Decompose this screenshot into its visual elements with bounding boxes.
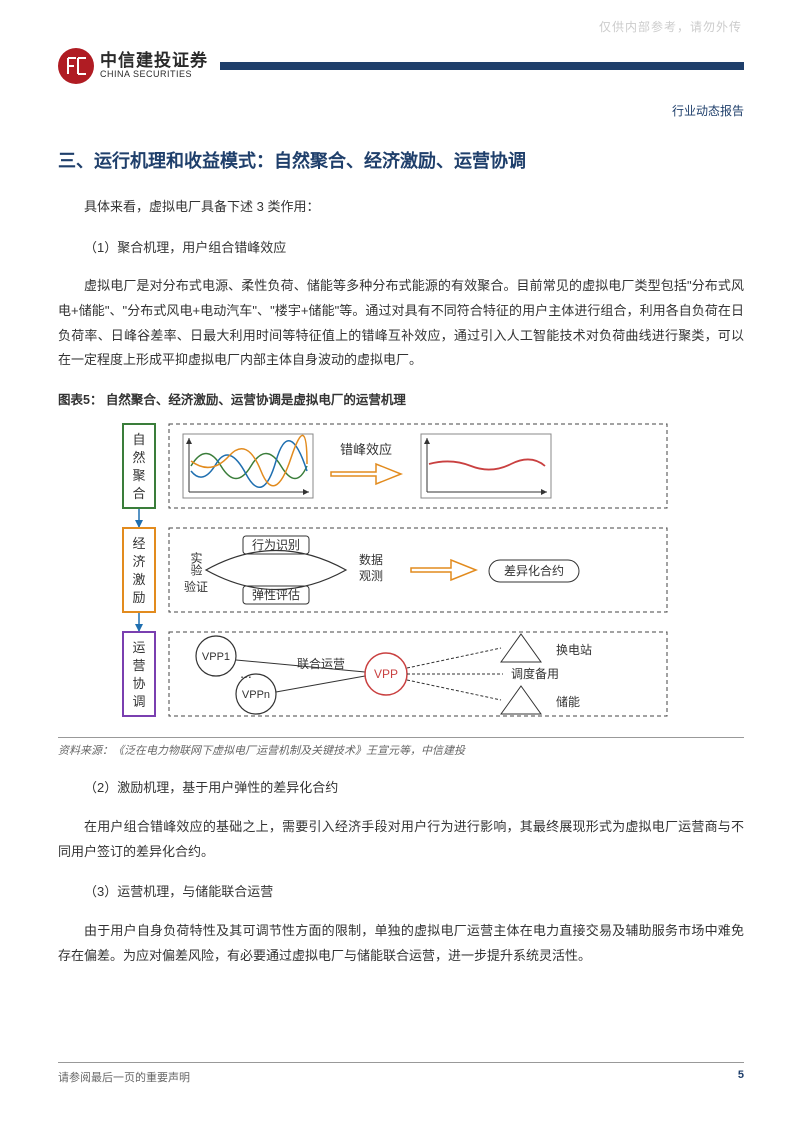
logo-text-en: CHINA SECURITIES xyxy=(100,70,208,80)
footer-disclaimer: 请参阅最后一页的重要声明 xyxy=(58,1069,190,1085)
section-title: 三、运行机理和收益模式：自然聚合、经济激励、运营协调 xyxy=(58,147,744,173)
svg-text:调: 调 xyxy=(132,694,145,709)
svg-text:励: 励 xyxy=(132,590,145,605)
svg-text:VPPn: VPPn xyxy=(242,689,270,701)
watermark: 仅供内部参考，请勿外传 xyxy=(599,18,742,35)
svg-text:联合运营: 联合运营 xyxy=(297,656,345,671)
document-type: 行业动态报告 xyxy=(58,102,744,119)
subsection-2-body: 在用户组合错峰效应的基础之上，需要引入经济手段对用户行为进行影响，其最终展现形式… xyxy=(58,815,744,864)
svg-text:营: 营 xyxy=(132,658,145,673)
company-logo: 中信建投证券 CHINA SECURITIES xyxy=(58,48,208,84)
figure-caption: 图表5： 自然聚合、经济激励、运营协调是虚拟电厂的运营机理 xyxy=(58,389,744,408)
svg-text:济: 济 xyxy=(132,554,145,569)
svg-text:弹性评估: 弹性评估 xyxy=(252,588,300,602)
figure-diagram: 自 然 聚 合 错峰效应 经 xyxy=(121,416,681,729)
page-footer: 请参阅最后一页的重要声明 5 xyxy=(58,1062,744,1085)
svg-text:行为识别: 行为识别 xyxy=(252,538,300,552)
svg-text:...: ... xyxy=(240,665,252,681)
svg-text:VPP1: VPP1 xyxy=(202,651,230,663)
svg-text:差异化合约: 差异化合约 xyxy=(504,563,564,578)
svg-text:实验: 实验 xyxy=(189,551,203,576)
subsection-1-body: 虚拟电厂是对分布式电源、柔性负荷、储能等多种分布式能源的有效聚合。目前常见的虚拟… xyxy=(58,274,744,373)
svg-text:然: 然 xyxy=(132,450,145,465)
figure-source: 资料来源：《泛在电力物联网下虚拟电厂运营机制及关键技术》王宣元等，中信建投 xyxy=(58,737,744,758)
subsection-3-body: 由于用户自身负荷特性及其可调节性方面的限制，单独的虚拟电厂运营主体在电力直接交易… xyxy=(58,919,744,968)
svg-text:调度备用: 调度备用 xyxy=(511,666,559,681)
svg-text:运: 运 xyxy=(132,640,145,655)
svg-text:合: 合 xyxy=(132,486,145,501)
svg-text:VPP: VPP xyxy=(374,667,398,681)
header: 中信建投证券 CHINA SECURITIES xyxy=(58,48,744,84)
intro-paragraph: 具体来看，虚拟电厂具备下述 3 类作用： xyxy=(58,195,744,220)
svg-text:经: 经 xyxy=(132,536,145,551)
subsection-3-title: （3）运营机理，与储能联合运营 xyxy=(58,880,744,905)
header-accent-bar xyxy=(220,62,744,70)
svg-text:激: 激 xyxy=(132,572,145,587)
page-number: 5 xyxy=(738,1069,744,1085)
svg-text:数据: 数据 xyxy=(359,552,383,567)
svg-text:聚: 聚 xyxy=(132,468,145,483)
svg-text:错峰效应: 错峰效应 xyxy=(340,442,392,457)
svg-text:储能: 储能 xyxy=(556,694,580,709)
subsection-1-title: （1）聚合机理，用户组合错峰效应 xyxy=(58,236,744,261)
logo-mark-icon xyxy=(58,48,94,84)
svg-text:协: 协 xyxy=(132,676,145,691)
svg-text:观测: 观测 xyxy=(359,569,383,583)
block1-char1: 自 xyxy=(132,432,145,447)
svg-text:换电站: 换电站 xyxy=(556,643,592,657)
svg-text:验证: 验证 xyxy=(184,579,208,594)
logo-text-cn: 中信建投证券 xyxy=(100,52,208,71)
subsection-2-title: （2）激励机理，基于用户弹性的差异化合约 xyxy=(58,776,744,801)
